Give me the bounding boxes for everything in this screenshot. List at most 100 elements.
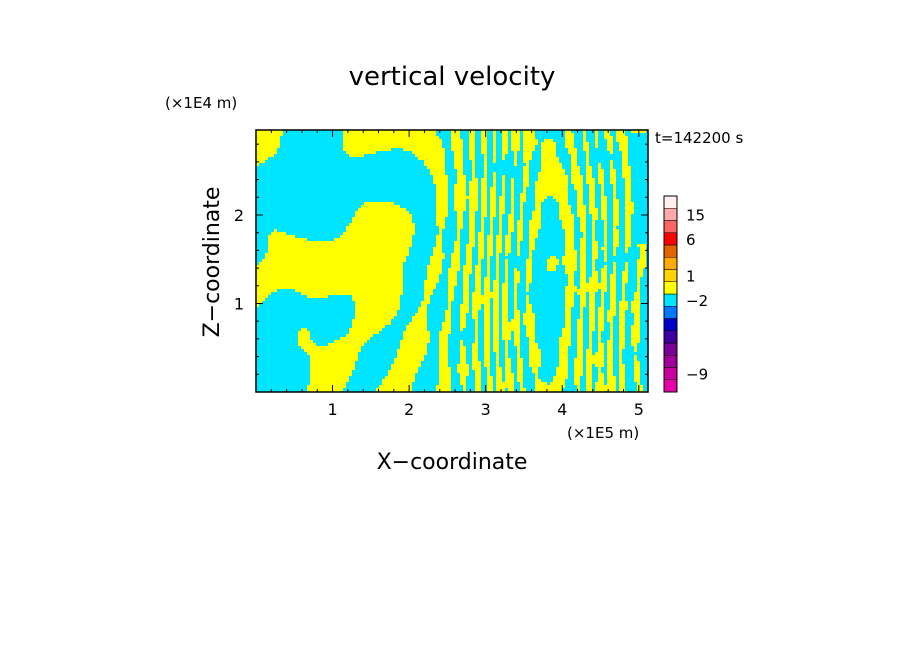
field-cell-positive [526,280,532,283]
field-cell-positive [625,265,628,268]
field-cell-positive [514,151,517,154]
field-cell-positive [472,349,478,352]
field-cell-positive [268,250,409,253]
field-cell-positive [529,235,538,238]
field-cell-positive [490,199,496,202]
field-cell-positive [514,307,517,310]
field-cell-positive [634,319,640,322]
field-cell-positive [475,277,481,280]
field-cell-positive [613,235,619,238]
y-unit-label: (×1E4 m) [165,94,237,112]
field-cell-positive [484,316,490,319]
field-cell-positive [472,166,475,169]
field-cell-positive [589,301,595,304]
field-cell-positive [586,157,589,160]
field-cell-positive [598,169,604,172]
field-cell-positive [481,196,487,199]
field-cell-positive [613,187,616,190]
field-cell-positive [412,316,427,319]
field-cell-positive [496,277,499,280]
field-cell-positive [523,142,538,145]
field-cell-positive [475,280,481,283]
field-cell-positive [508,229,514,232]
field-cell-positive [436,193,448,196]
field-cell-positive [505,238,511,241]
field-cell-positive [478,247,484,250]
field-cell-positive [514,337,520,340]
field-cell-positive [475,265,481,268]
field-cell-positive [502,337,511,340]
field-cell-positive [520,193,526,196]
field-cell-positive [454,163,463,166]
field-cell-positive [565,142,574,145]
field-cell-positive [448,283,457,286]
field-cell-positive [469,148,475,151]
field-cell-positive [472,169,475,172]
field-cell-positive [616,139,628,142]
field-cell-positive [439,331,451,334]
field-cell-positive [487,265,490,268]
field-cell-positive [592,214,598,217]
field-cell-positive [310,367,355,370]
field-cell-positive [496,262,499,265]
field-cell-positive [592,253,598,256]
field-cell-positive [481,199,487,202]
field-cell-positive [592,226,595,229]
field-cell-positive [469,220,475,223]
field-cell-positive [625,178,631,181]
field-cell-positive [511,130,520,133]
field-cell-positive [622,292,625,295]
field-cell-positive [484,355,490,358]
field-cell-positive [604,241,607,244]
field-cell-positive [595,385,616,388]
field-cell-positive [469,199,478,202]
field-cell-positive [634,316,640,319]
field-cell-positive [352,295,400,298]
field-cell-positive [484,286,490,289]
field-cell-positive [607,346,613,349]
field-cell-positive [502,301,508,304]
field-cell-positive [460,325,466,328]
field-cell-positive [601,247,607,250]
field-cell-positive [454,244,460,247]
field-cell-positive [586,358,604,361]
field-cell-positive [580,262,586,265]
field-cell-positive [436,184,448,187]
field-cell-positive [520,205,523,208]
field-cell-positive [436,385,451,388]
field-cell-positive [256,286,403,289]
field-cell-positive [502,142,508,145]
field-cell-positive [619,310,625,313]
field-cell-positive [493,151,496,154]
field-cell-positive [463,268,472,271]
field-cell-positive [493,340,499,343]
field-cell-positive [589,184,595,187]
field-cell-positive [625,244,631,247]
field-cell-positive [634,379,640,382]
field-cell-positive [589,187,595,190]
field-cell-positive [484,166,487,169]
field-cell-positive [619,367,625,370]
field-cell-positive [469,142,475,145]
field-cell-positive [529,250,532,253]
field-cell-positive [469,151,475,154]
field-cell-positive [352,325,385,328]
field-cell-positive [439,379,451,382]
field-cell-positive [430,256,445,259]
field-cell-positive [445,319,451,322]
field-cell-positive [598,181,604,184]
field-cell-positive [634,364,640,367]
field-cell-positive [469,190,478,193]
field-cell-positive [589,193,595,196]
field-cell-positive [268,241,412,244]
field-cell-positive [433,178,448,181]
field-cell-positive [481,133,487,136]
field-cell-positive [556,199,568,202]
field-cell-positive [568,151,577,154]
field-cell-positive [589,319,595,322]
field-cell-positive [487,235,493,238]
field-cell-positive [481,205,487,208]
field-cell-positive [595,145,598,148]
field-cell-positive [613,205,619,208]
field-cell-positive [454,241,460,244]
